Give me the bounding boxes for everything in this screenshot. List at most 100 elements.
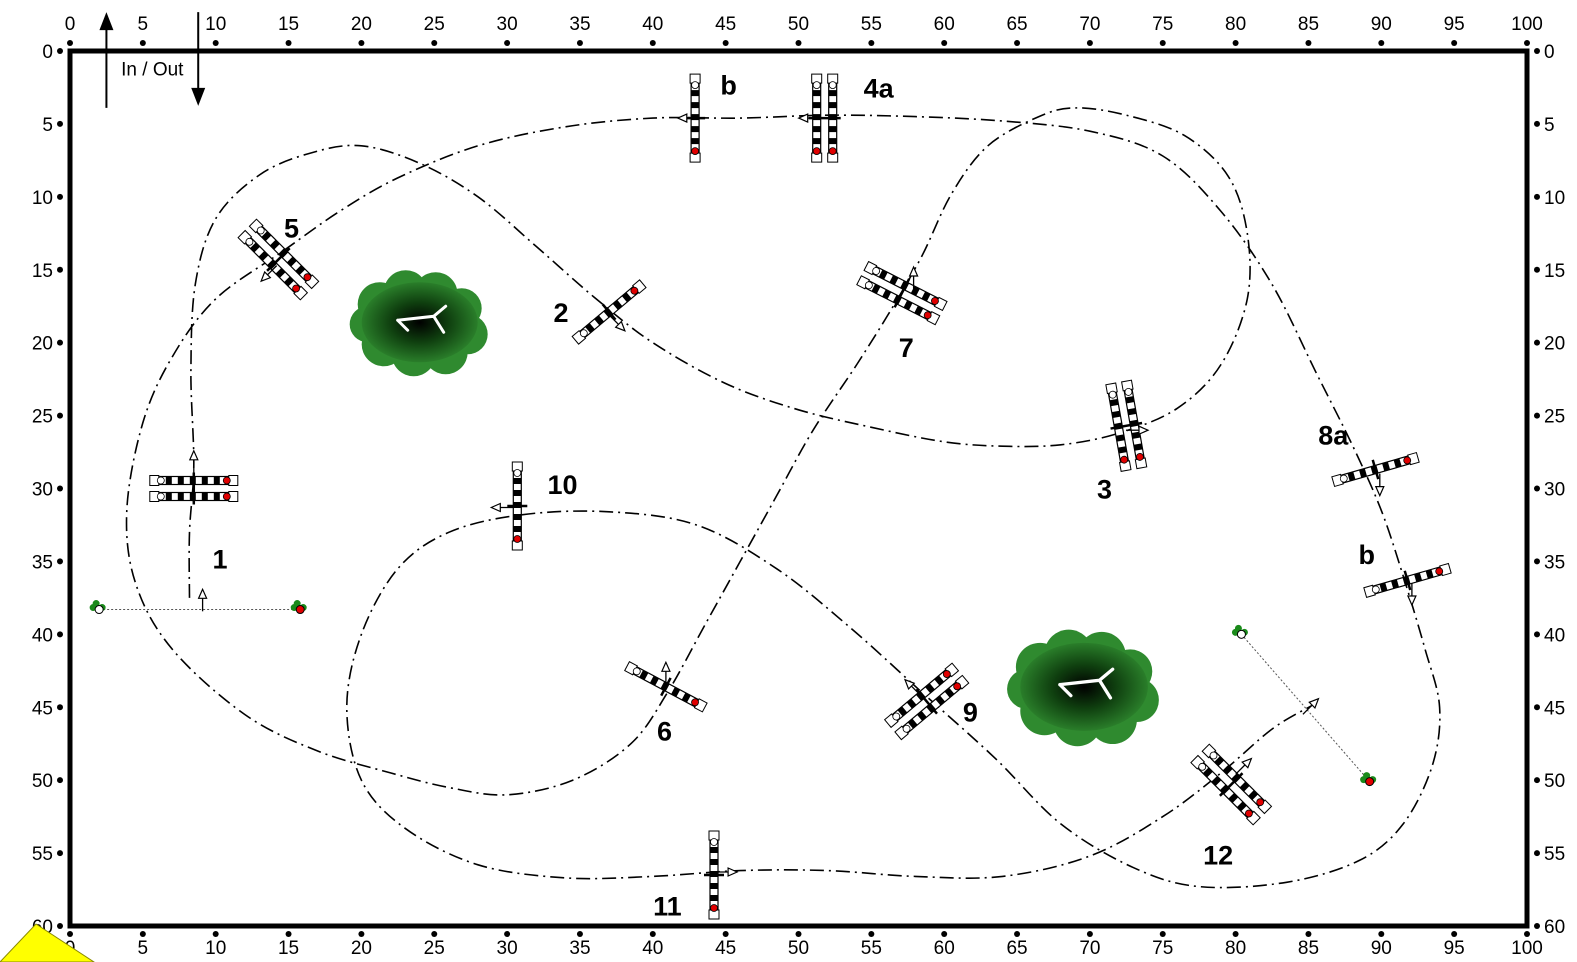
white-flag-icon xyxy=(1198,762,1207,771)
fence-rail-stripe xyxy=(1211,776,1222,786)
fence-rail-stripe xyxy=(897,706,908,717)
fence-rail-stripe xyxy=(671,687,681,697)
x-tick-label-top: 0 xyxy=(65,14,76,35)
y-tick-left-dot xyxy=(57,850,63,857)
fence-5 xyxy=(237,218,320,301)
fence-rail-stripe xyxy=(261,231,272,242)
fence-number-3: 3 xyxy=(1097,475,1112,505)
in-out-label: In / Out xyxy=(121,60,184,81)
fence-rail-stripe xyxy=(1115,434,1125,442)
y-tick-label-left: 5 xyxy=(42,115,53,136)
fence-center-mark xyxy=(266,247,291,272)
fence-rail-stripe xyxy=(710,883,718,889)
y-tick-label-right: 40 xyxy=(1544,625,1565,646)
white-flag-icon xyxy=(513,469,522,477)
fence-rail-stripe xyxy=(1414,572,1423,583)
fence-rail-stripe xyxy=(828,102,837,109)
x-tick-top-dot xyxy=(1014,40,1021,46)
fence-rail-stripe xyxy=(1391,579,1399,589)
fence-rail-stripe xyxy=(910,286,920,296)
fence-3 xyxy=(1105,379,1148,472)
fence-6 xyxy=(624,661,708,713)
fence-4b xyxy=(685,73,706,163)
fence-rail-stripe xyxy=(1228,792,1239,803)
start-finish-layer xyxy=(89,600,1377,787)
white-flag-icon xyxy=(156,492,165,501)
fence-rail-stripe xyxy=(258,251,269,261)
white-flag-icon xyxy=(902,724,911,733)
x-tick-label-bottom: 70 xyxy=(1079,938,1100,959)
fence-rail-stripe xyxy=(1214,756,1225,767)
fence-rail-stripe xyxy=(828,126,837,133)
red-flag-icon xyxy=(923,311,932,320)
fence-rail-stripe xyxy=(513,478,522,484)
x-tick-bottom-dot xyxy=(576,931,583,937)
direction-arrow-icon xyxy=(903,678,922,696)
white-flag-icon xyxy=(632,667,641,676)
y-tick-label-right: 55 xyxy=(1544,844,1565,865)
fence-rail-stripe xyxy=(201,476,208,485)
direction-arrow-icon xyxy=(197,587,208,612)
x-tick-top-dot xyxy=(285,40,292,46)
x-tick-top-dot xyxy=(1378,40,1385,46)
fence-center-mark xyxy=(601,303,617,321)
x-tick-label-top: 70 xyxy=(1079,14,1100,35)
x-tick-bottom-dot xyxy=(358,931,365,937)
x-tick-label-bottom: 30 xyxy=(497,938,518,959)
y-tick-right-dot xyxy=(1534,558,1540,565)
fence-rail-stripe xyxy=(1133,443,1143,451)
fence-number-2: 2 xyxy=(553,298,568,328)
fence-rail-stripe xyxy=(903,300,913,311)
fence-rail-stripe xyxy=(925,683,935,694)
red-flag-icon xyxy=(303,273,312,282)
fence-rail-stripe xyxy=(284,276,294,287)
x-tick-bottom-dot xyxy=(431,931,438,937)
x-tick-label-top: 40 xyxy=(642,14,663,35)
arrow-head xyxy=(727,867,739,877)
white-flag-icon xyxy=(864,281,873,290)
fence-rail-stripe xyxy=(812,138,821,145)
route-path xyxy=(125,107,1441,889)
fence-rail-stripe xyxy=(1117,446,1127,454)
fence-rail-stripe xyxy=(612,299,623,310)
white-flag-icon xyxy=(812,81,821,89)
direction-arrow-icon xyxy=(489,502,514,513)
x-tick-label-top: 90 xyxy=(1371,14,1392,35)
fence-rail-stripe xyxy=(1379,582,1388,592)
white-flag-icon xyxy=(1108,390,1117,399)
x-tick-bottom-dot xyxy=(1378,931,1385,937)
fence-rail-stripe xyxy=(906,698,917,709)
out-arrow-icon xyxy=(191,87,206,106)
x-tick-top-dot xyxy=(67,40,73,46)
x-tick-top-dot xyxy=(1451,40,1458,46)
y-tick-left-dot xyxy=(57,923,63,929)
fence-12 xyxy=(1190,743,1273,826)
y-tick-left-dot xyxy=(57,120,63,127)
x-tick-top-dot xyxy=(941,40,948,46)
x-tick-bottom-dot xyxy=(1451,931,1458,937)
white-flag-icon xyxy=(710,838,718,846)
fence-1 xyxy=(149,472,239,505)
fence-rail-stripe xyxy=(944,687,955,698)
y-tick-right-dot xyxy=(1534,777,1540,784)
y-tick-left-dot xyxy=(57,631,63,638)
fence-rail-stripe xyxy=(250,242,261,253)
fence-rail-stripe xyxy=(1382,461,1391,472)
red-flag-icon xyxy=(710,904,718,912)
fence-number-8a: 8a xyxy=(1318,421,1349,451)
arena-border xyxy=(67,48,1530,929)
x-tick-top-dot xyxy=(795,40,802,46)
y-tick-label-right: 0 xyxy=(1544,42,1555,63)
x-tick-top-dot xyxy=(1305,40,1312,46)
fence-rail-stripe xyxy=(1236,801,1247,812)
fence-rail-stripe xyxy=(1393,458,1402,468)
x-tick-label-top: 15 xyxy=(278,14,299,35)
x-tick-bottom-dot xyxy=(1014,931,1021,937)
fence-rail-stripe xyxy=(934,675,945,686)
arrow-head xyxy=(903,678,916,690)
direction-arrow-icon xyxy=(1406,583,1417,607)
tree-canopy xyxy=(361,282,478,363)
x-tick-label-bottom: 50 xyxy=(788,938,809,959)
y-tick-left-dot xyxy=(57,48,63,54)
fence-rail-stripe xyxy=(1131,431,1141,439)
